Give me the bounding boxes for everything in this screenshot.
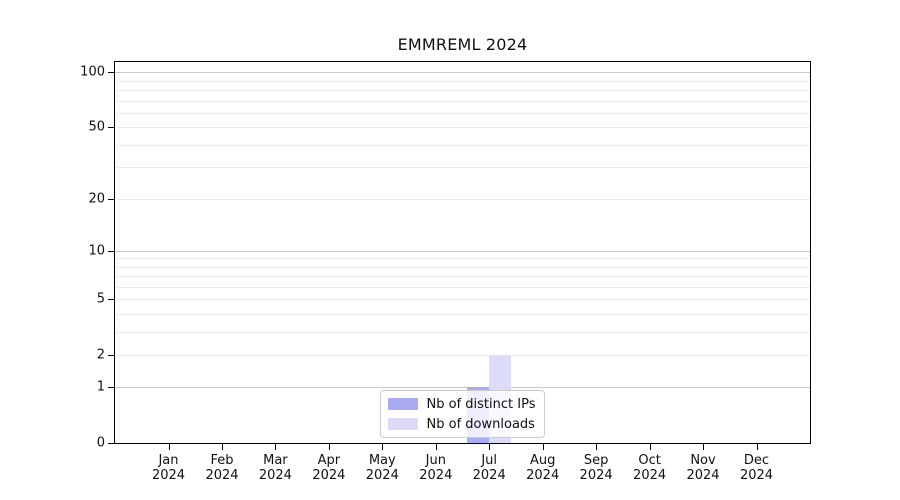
x-tick-apr xyxy=(328,444,330,450)
x-tick-label-may: May 2024 xyxy=(365,453,399,483)
y-tick-label-50: 50 xyxy=(88,119,105,135)
gridline-y-4 xyxy=(115,313,810,315)
x-tick-label-aug: Aug 2024 xyxy=(526,453,560,483)
gridline-y-70 xyxy=(115,100,810,102)
x-tick-label-jul: Jul 2024 xyxy=(472,453,506,483)
legend-label-downloads: Nb of downloads xyxy=(426,416,535,432)
gridline-y-2 xyxy=(115,354,810,356)
x-tick-jul xyxy=(489,444,491,450)
gridline-y-20 xyxy=(115,198,810,200)
gridline-y-1 xyxy=(115,387,810,389)
gridline-y-40 xyxy=(115,144,810,146)
gridline-y-3 xyxy=(115,331,810,333)
legend-item-downloads: Nb of downloads xyxy=(387,416,536,432)
y-tick-0 xyxy=(108,443,114,444)
y-tick-label-0: 0 xyxy=(96,435,105,451)
gridline-y-90 xyxy=(115,80,810,82)
gridline-y-60 xyxy=(115,112,810,114)
x-tick-label-feb: Feb 2024 xyxy=(205,453,239,483)
x-tick-mar xyxy=(275,444,277,450)
x-tick-jun xyxy=(435,444,437,450)
y-tick-label-5: 5 xyxy=(96,291,105,307)
plot-area: Nb of distinct IPs Nb of downloads xyxy=(114,61,811,444)
y-tick-label-10: 10 xyxy=(88,243,105,258)
gridline-y-80 xyxy=(115,90,810,92)
x-tick-label-nov: Nov 2024 xyxy=(686,453,720,483)
legend: Nb of distinct IPs Nb of downloads xyxy=(379,390,546,438)
gridline-y-6 xyxy=(115,286,810,288)
x-tick-label-mar: Mar 2024 xyxy=(258,453,292,483)
gridline-y-10 xyxy=(115,250,810,252)
x-tick-label-apr: Apr 2024 xyxy=(312,453,346,483)
x-tick-aug xyxy=(542,444,544,450)
y-tick-5 xyxy=(108,299,114,301)
gridline-y-7 xyxy=(115,276,810,277)
y-tick-100 xyxy=(108,72,114,74)
gridline-y-100 xyxy=(115,72,810,74)
y-tick-label-1: 1 xyxy=(96,379,105,395)
legend-swatch-distinct-ips xyxy=(387,398,418,410)
gridline-y-8 xyxy=(115,266,810,268)
y-tick-label-2: 2 xyxy=(96,347,105,363)
x-tick-nov xyxy=(703,444,704,450)
x-tick-label-sep: Sep 2024 xyxy=(579,453,613,483)
chart-title: EMMREML 2024 xyxy=(397,35,528,54)
x-tick-label-oct: Oct 2024 xyxy=(633,453,667,483)
x-tick-feb xyxy=(222,444,223,450)
y-tick-label-20: 20 xyxy=(88,191,105,206)
x-tick-jan xyxy=(168,444,170,450)
y-tick-2 xyxy=(108,354,114,356)
legend-item-distinct-ips: Nb of distinct IPs xyxy=(387,396,536,412)
y-axis-labels: 0 1 2 5 10 20 50 100 xyxy=(0,0,105,500)
x-tick-dec xyxy=(756,444,758,450)
x-tick-label-jun: Jun 2024 xyxy=(419,453,453,483)
y-tick-1 xyxy=(108,387,114,389)
y-tick-50 xyxy=(108,127,114,129)
gridline-y-9 xyxy=(115,258,810,260)
x-tick-sep xyxy=(596,444,598,450)
gridline-y-5 xyxy=(115,299,810,301)
gridline-y-50 xyxy=(115,127,810,129)
y-tick-20 xyxy=(108,198,114,200)
x-tick-may xyxy=(382,444,384,450)
legend-label-distinct-ips: Nb of distinct IPs xyxy=(426,396,536,412)
y-tick-label-100: 100 xyxy=(80,64,105,80)
x-tick-label-jan: Jan 2024 xyxy=(151,453,186,483)
x-tick-oct xyxy=(649,444,651,450)
legend-swatch-downloads xyxy=(387,418,418,430)
x-tick-label-dec: Dec 2024 xyxy=(739,453,774,483)
y-tick-10 xyxy=(108,250,114,252)
gridline-y-30 xyxy=(115,167,810,169)
